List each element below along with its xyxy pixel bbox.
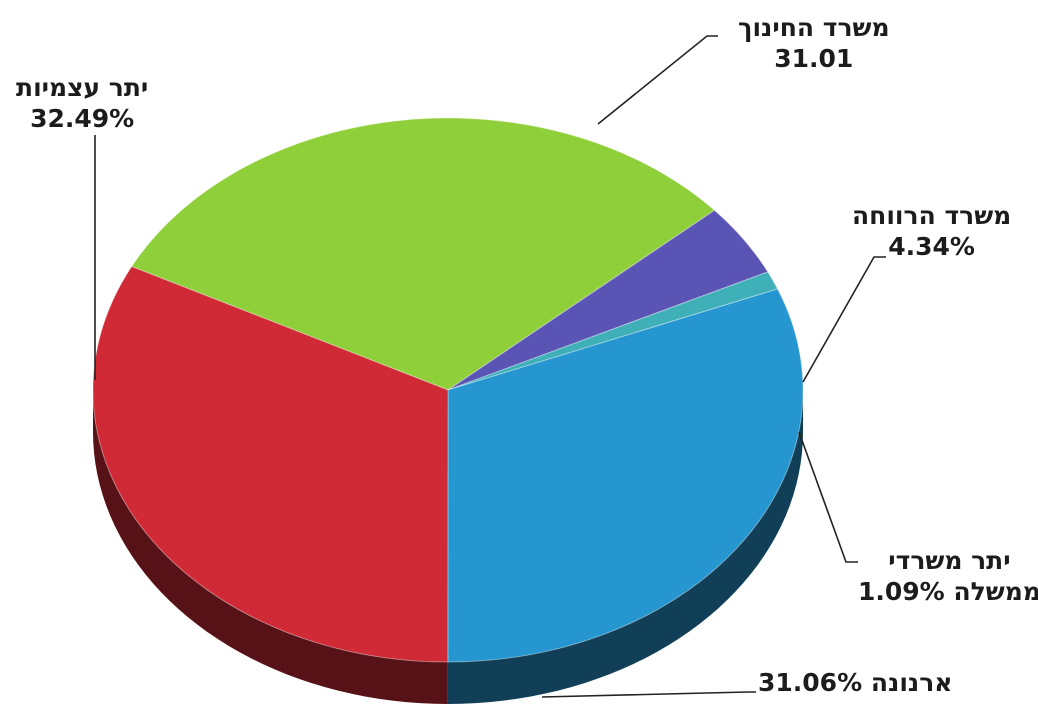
label-welfare: משרד הרווחה 4.34% [852, 200, 1011, 262]
pie-top-face [93, 118, 803, 662]
label-arnona: ארנונה 31.06% [758, 667, 953, 698]
leader-other-gov [799, 432, 858, 562]
leader-welfare [803, 257, 886, 382]
label-other-government-line1: יתר משרדי [858, 545, 1038, 576]
label-welfare-value: 4.34% [852, 231, 1011, 262]
leader-education [598, 36, 718, 124]
label-self-income-name: יתר עצמיות [16, 72, 148, 103]
label-self-income-value: 32.49% [16, 103, 148, 134]
label-welfare-name: משרד הרווחה [852, 200, 1011, 231]
label-arnona-text: ארנונה 31.06% [758, 667, 953, 698]
label-other-government-line2: ממשלה 1.09% [858, 576, 1038, 607]
label-other-government: יתר משרדי ממשלה 1.09% [858, 545, 1038, 607]
leader-arnona [542, 692, 756, 697]
label-education-value: 31.01 [738, 43, 890, 74]
label-self-income: יתר עצמיות 32.49% [16, 72, 148, 134]
label-education-name: משרד החינוך [738, 12, 890, 43]
label-education: משרד החינוך 31.01 [738, 12, 890, 74]
